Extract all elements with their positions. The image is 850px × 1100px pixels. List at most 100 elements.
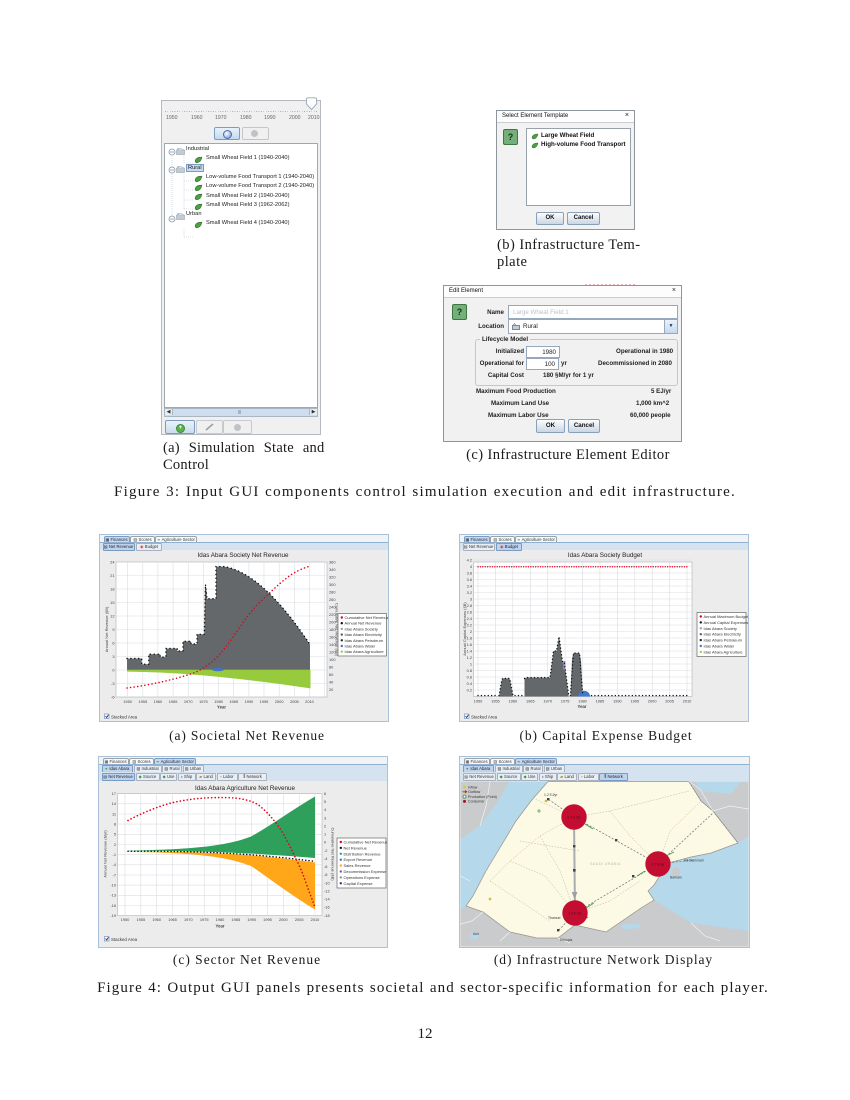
- svg-text:Idas Abara Electricity: Idas Abara Electricity: [704, 632, 741, 637]
- svg-text:1980: 1980: [578, 698, 587, 703]
- svg-text:-12: -12: [324, 888, 330, 893]
- svg-text:15: 15: [110, 600, 114, 605]
- svg-text:2.4: 2.4: [467, 616, 473, 621]
- svg-text:6: 6: [112, 640, 114, 645]
- svg-text:Year: Year: [215, 923, 224, 928]
- svg-text:-2: -2: [324, 848, 327, 853]
- svg-text:60: 60: [329, 672, 334, 677]
- svg-text:240: 240: [329, 604, 336, 609]
- svg-text:2: 2: [114, 842, 116, 847]
- svg-text:9: 9: [112, 627, 114, 632]
- svg-text:1970: 1970: [543, 698, 552, 703]
- svg-text:11: 11: [112, 811, 116, 816]
- svg-text:Stacked Area: Stacked Area: [111, 714, 138, 719]
- svg-text:3.2: 3.2: [467, 590, 472, 595]
- svg-text:300: 300: [329, 582, 336, 587]
- svg-text:1950: 1950: [474, 698, 483, 703]
- svg-text:Idas Abara Society Budget: Idas Abara Society Budget: [568, 552, 642, 559]
- svg-text:1995: 1995: [630, 698, 639, 703]
- svg-text:40: 40: [329, 679, 334, 684]
- svg-text:1975: 1975: [199, 699, 208, 704]
- svg-text:Capital Expense: Capital Expense: [344, 881, 374, 886]
- svg-text:-16: -16: [324, 905, 330, 910]
- svg-text:17: 17: [112, 791, 116, 796]
- svg-text:Production (Point): Production (Point): [468, 795, 497, 799]
- svg-text:2.6: 2.6: [467, 609, 472, 614]
- svg-text:0.8: 0.8: [467, 668, 472, 673]
- svg-text:Idas Abara Petroleum: Idas Abara Petroleum: [704, 638, 743, 643]
- svg-text:Idas Abara Society: Idas Abara Society: [704, 626, 737, 631]
- svg-text:340: 340: [329, 567, 336, 572]
- svg-text:Cumulative Net Revenue (§B): Cumulative Net Revenue (§B): [334, 603, 339, 657]
- svg-text:260: 260: [329, 597, 336, 602]
- svg-text:1.5 EJ/yr: 1.5 EJ/yr: [568, 912, 582, 916]
- svg-text:2010: 2010: [683, 698, 692, 703]
- svg-text:-19: -19: [110, 913, 116, 918]
- svg-text:1970: 1970: [184, 699, 193, 704]
- svg-text:Idas Abara Society: Idas Abara Society: [345, 626, 378, 631]
- svg-text:Ad Dammam: Ad Dammam: [684, 859, 704, 863]
- svg-text:2: 2: [324, 823, 326, 828]
- svg-text:1.2 EJ/yr: 1.2 EJ/yr: [544, 793, 558, 797]
- svg-text:1980: 1980: [214, 699, 223, 704]
- svg-text:2: 2: [470, 629, 472, 634]
- svg-text:1: 1: [324, 832, 326, 837]
- svg-text:1960: 1960: [152, 917, 161, 922]
- svg-text:1.7 EJ/yr: 1.7 EJ/yr: [651, 863, 665, 867]
- svg-text:Idas Abara Electricity: Idas Abara Electricity: [345, 632, 382, 637]
- svg-text:3.4: 3.4: [467, 583, 473, 588]
- svg-text:24: 24: [110, 559, 115, 564]
- svg-text:Year: Year: [577, 704, 586, 709]
- svg-text:-13: -13: [110, 893, 116, 898]
- svg-text:Asir: Asir: [473, 932, 480, 936]
- svg-text:1980: 1980: [216, 917, 225, 922]
- svg-text:-3: -3: [111, 681, 114, 686]
- svg-text:Consumer: Consumer: [468, 800, 485, 804]
- svg-text:3: 3: [324, 815, 326, 820]
- svg-text:4.2: 4.2: [467, 557, 472, 562]
- svg-text:Bahrain: Bahrain: [670, 876, 682, 880]
- svg-text:2005: 2005: [290, 699, 299, 704]
- svg-text:1.4: 1.4: [467, 648, 473, 653]
- svg-text:1990: 1990: [613, 698, 622, 703]
- svg-text:220: 220: [329, 612, 336, 617]
- svg-text:Idas Abara Agriculture: Idas Abara Agriculture: [704, 649, 744, 654]
- svg-text:1.2: 1.2: [467, 655, 472, 660]
- svg-text:-7: -7: [113, 872, 116, 877]
- svg-text:2000: 2000: [648, 698, 657, 703]
- svg-text:21: 21: [110, 573, 114, 578]
- svg-text:2.4 EJ/yr: 2.4 EJ/yr: [567, 816, 581, 820]
- svg-text:2010: 2010: [305, 699, 314, 704]
- svg-text:1975: 1975: [200, 917, 209, 922]
- svg-text:Annual Capital Expenses: Annual Capital Expenses: [704, 620, 749, 625]
- svg-text:Export Revenue: Export Revenue: [344, 857, 373, 862]
- svg-text:0.2: 0.2: [467, 687, 472, 692]
- svg-text:2000: 2000: [279, 917, 288, 922]
- svg-text:1965: 1965: [526, 698, 535, 703]
- svg-text:14: 14: [112, 801, 117, 806]
- svg-text:SAUDI ARABIA: SAUDI ARABIA: [590, 862, 621, 866]
- svg-text:-4: -4: [324, 856, 328, 861]
- svg-text:20: 20: [329, 687, 334, 692]
- svg-text:Cumulative Net Revenue (§B): Cumulative Net Revenue (§B): [331, 827, 336, 881]
- svg-text:1965: 1965: [168, 917, 177, 922]
- svg-text:Cumulative Net Revenue: Cumulative Net Revenue: [345, 615, 389, 620]
- svg-text:3.8: 3.8: [467, 570, 472, 575]
- svg-text:Ethiopia: Ethiopia: [560, 938, 572, 942]
- svg-text:4: 4: [324, 807, 327, 812]
- svg-text:320: 320: [329, 574, 336, 579]
- svg-text:Annual Capital Expenses (§B): Annual Capital Expenses (§B): [462, 602, 467, 656]
- svg-text:Year: Year: [217, 705, 226, 710]
- svg-text:2005: 2005: [295, 917, 304, 922]
- svg-text:Inflow: Inflow: [468, 785, 478, 789]
- svg-text:-14: -14: [324, 897, 330, 902]
- svg-text:180: 180: [329, 627, 336, 632]
- svg-text:1995: 1995: [260, 699, 269, 704]
- svg-text:Distribution Revenue: Distribution Revenue: [344, 851, 382, 856]
- svg-text:1955: 1955: [138, 699, 147, 704]
- svg-text:Decommission Expense: Decommission Expense: [344, 869, 388, 874]
- svg-text:Thamud: Thamud: [548, 916, 561, 920]
- svg-text:Idas Abara Society Net Revenue: Idas Abara Society Net Revenue: [197, 552, 289, 559]
- svg-text:0: 0: [324, 840, 327, 845]
- svg-text:Cumulative Net Revenue: Cumulative Net Revenue: [344, 840, 388, 845]
